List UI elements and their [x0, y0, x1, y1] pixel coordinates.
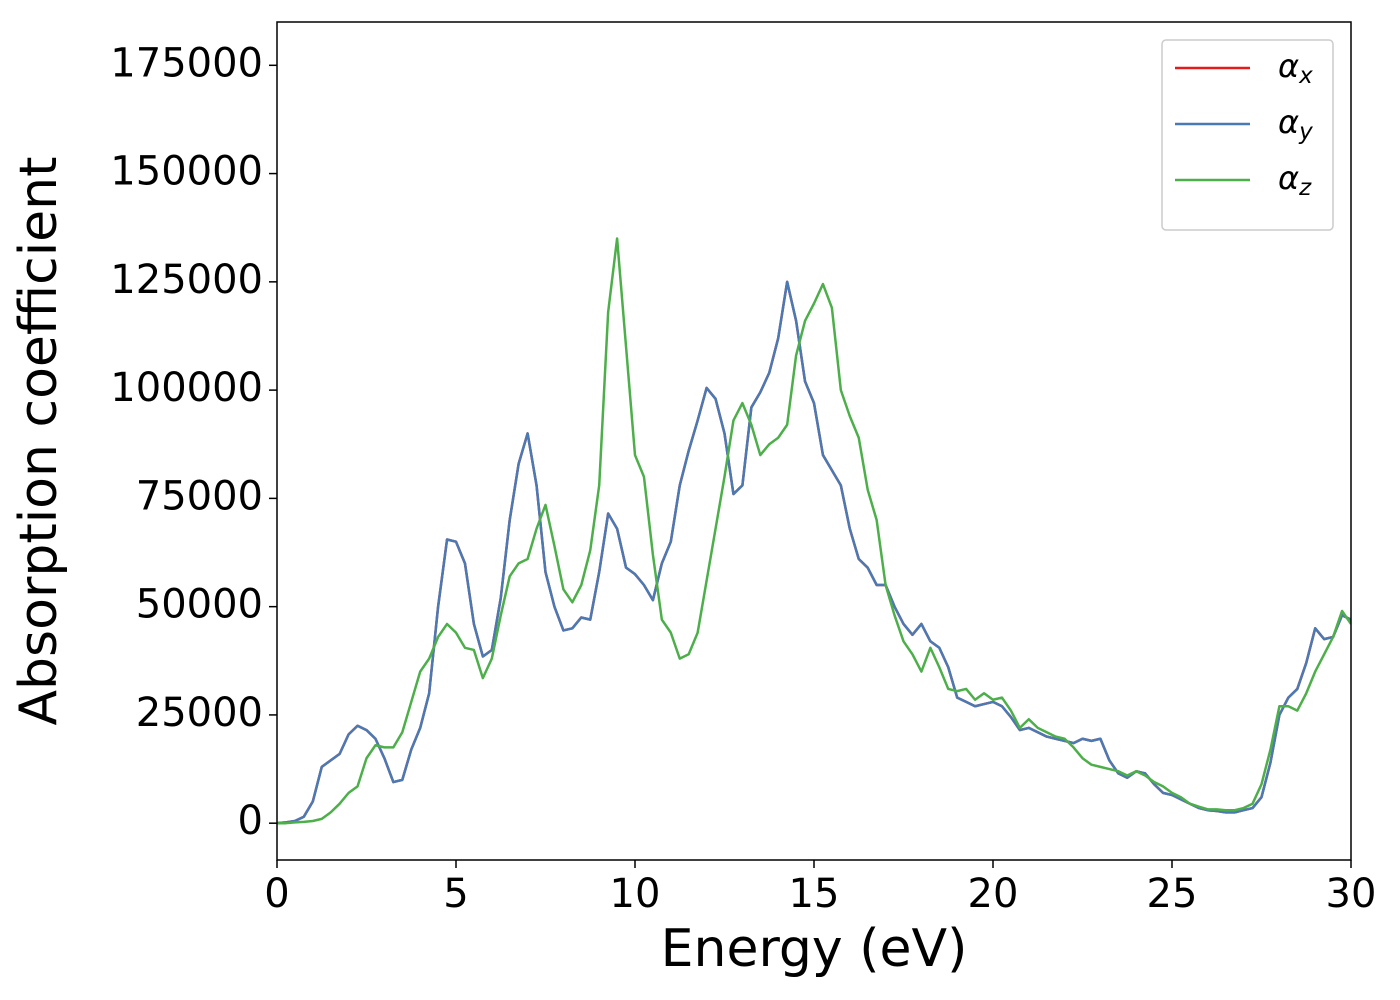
- legend-label: αy: [1278, 103, 1313, 145]
- x-tick-label: 10: [610, 871, 661, 917]
- y-tick-label: 0: [238, 798, 263, 844]
- legend-label: αz: [1278, 159, 1312, 201]
- line-series: [277, 280, 1351, 825]
- y-tick-label: 125000: [110, 257, 263, 303]
- x-axis-label: Energy (eV): [661, 919, 968, 979]
- y-tick-label: 50000: [136, 582, 263, 628]
- plot-frame: [276, 21, 1352, 861]
- y-axis-label: Absorption coefficient: [9, 156, 69, 725]
- y-tick-label: 150000: [110, 149, 263, 195]
- y-tick-label: 100000: [110, 365, 263, 411]
- x-tick-label: 25: [1147, 871, 1198, 917]
- y-tick-label: 25000: [136, 690, 263, 736]
- legend-box: [1161, 39, 1334, 231]
- legend-label: αx: [1278, 47, 1313, 89]
- x-tick-label: 15: [789, 871, 840, 917]
- x-tick-label: 20: [968, 871, 1019, 917]
- line-series: [277, 237, 1351, 825]
- x-tick-label: 30: [1326, 871, 1377, 917]
- y-tick-label: 175000: [110, 40, 263, 86]
- y-tick-label: 75000: [136, 473, 263, 519]
- x-tick-label: 0: [264, 871, 289, 917]
- x-tick-label: 5: [443, 871, 468, 917]
